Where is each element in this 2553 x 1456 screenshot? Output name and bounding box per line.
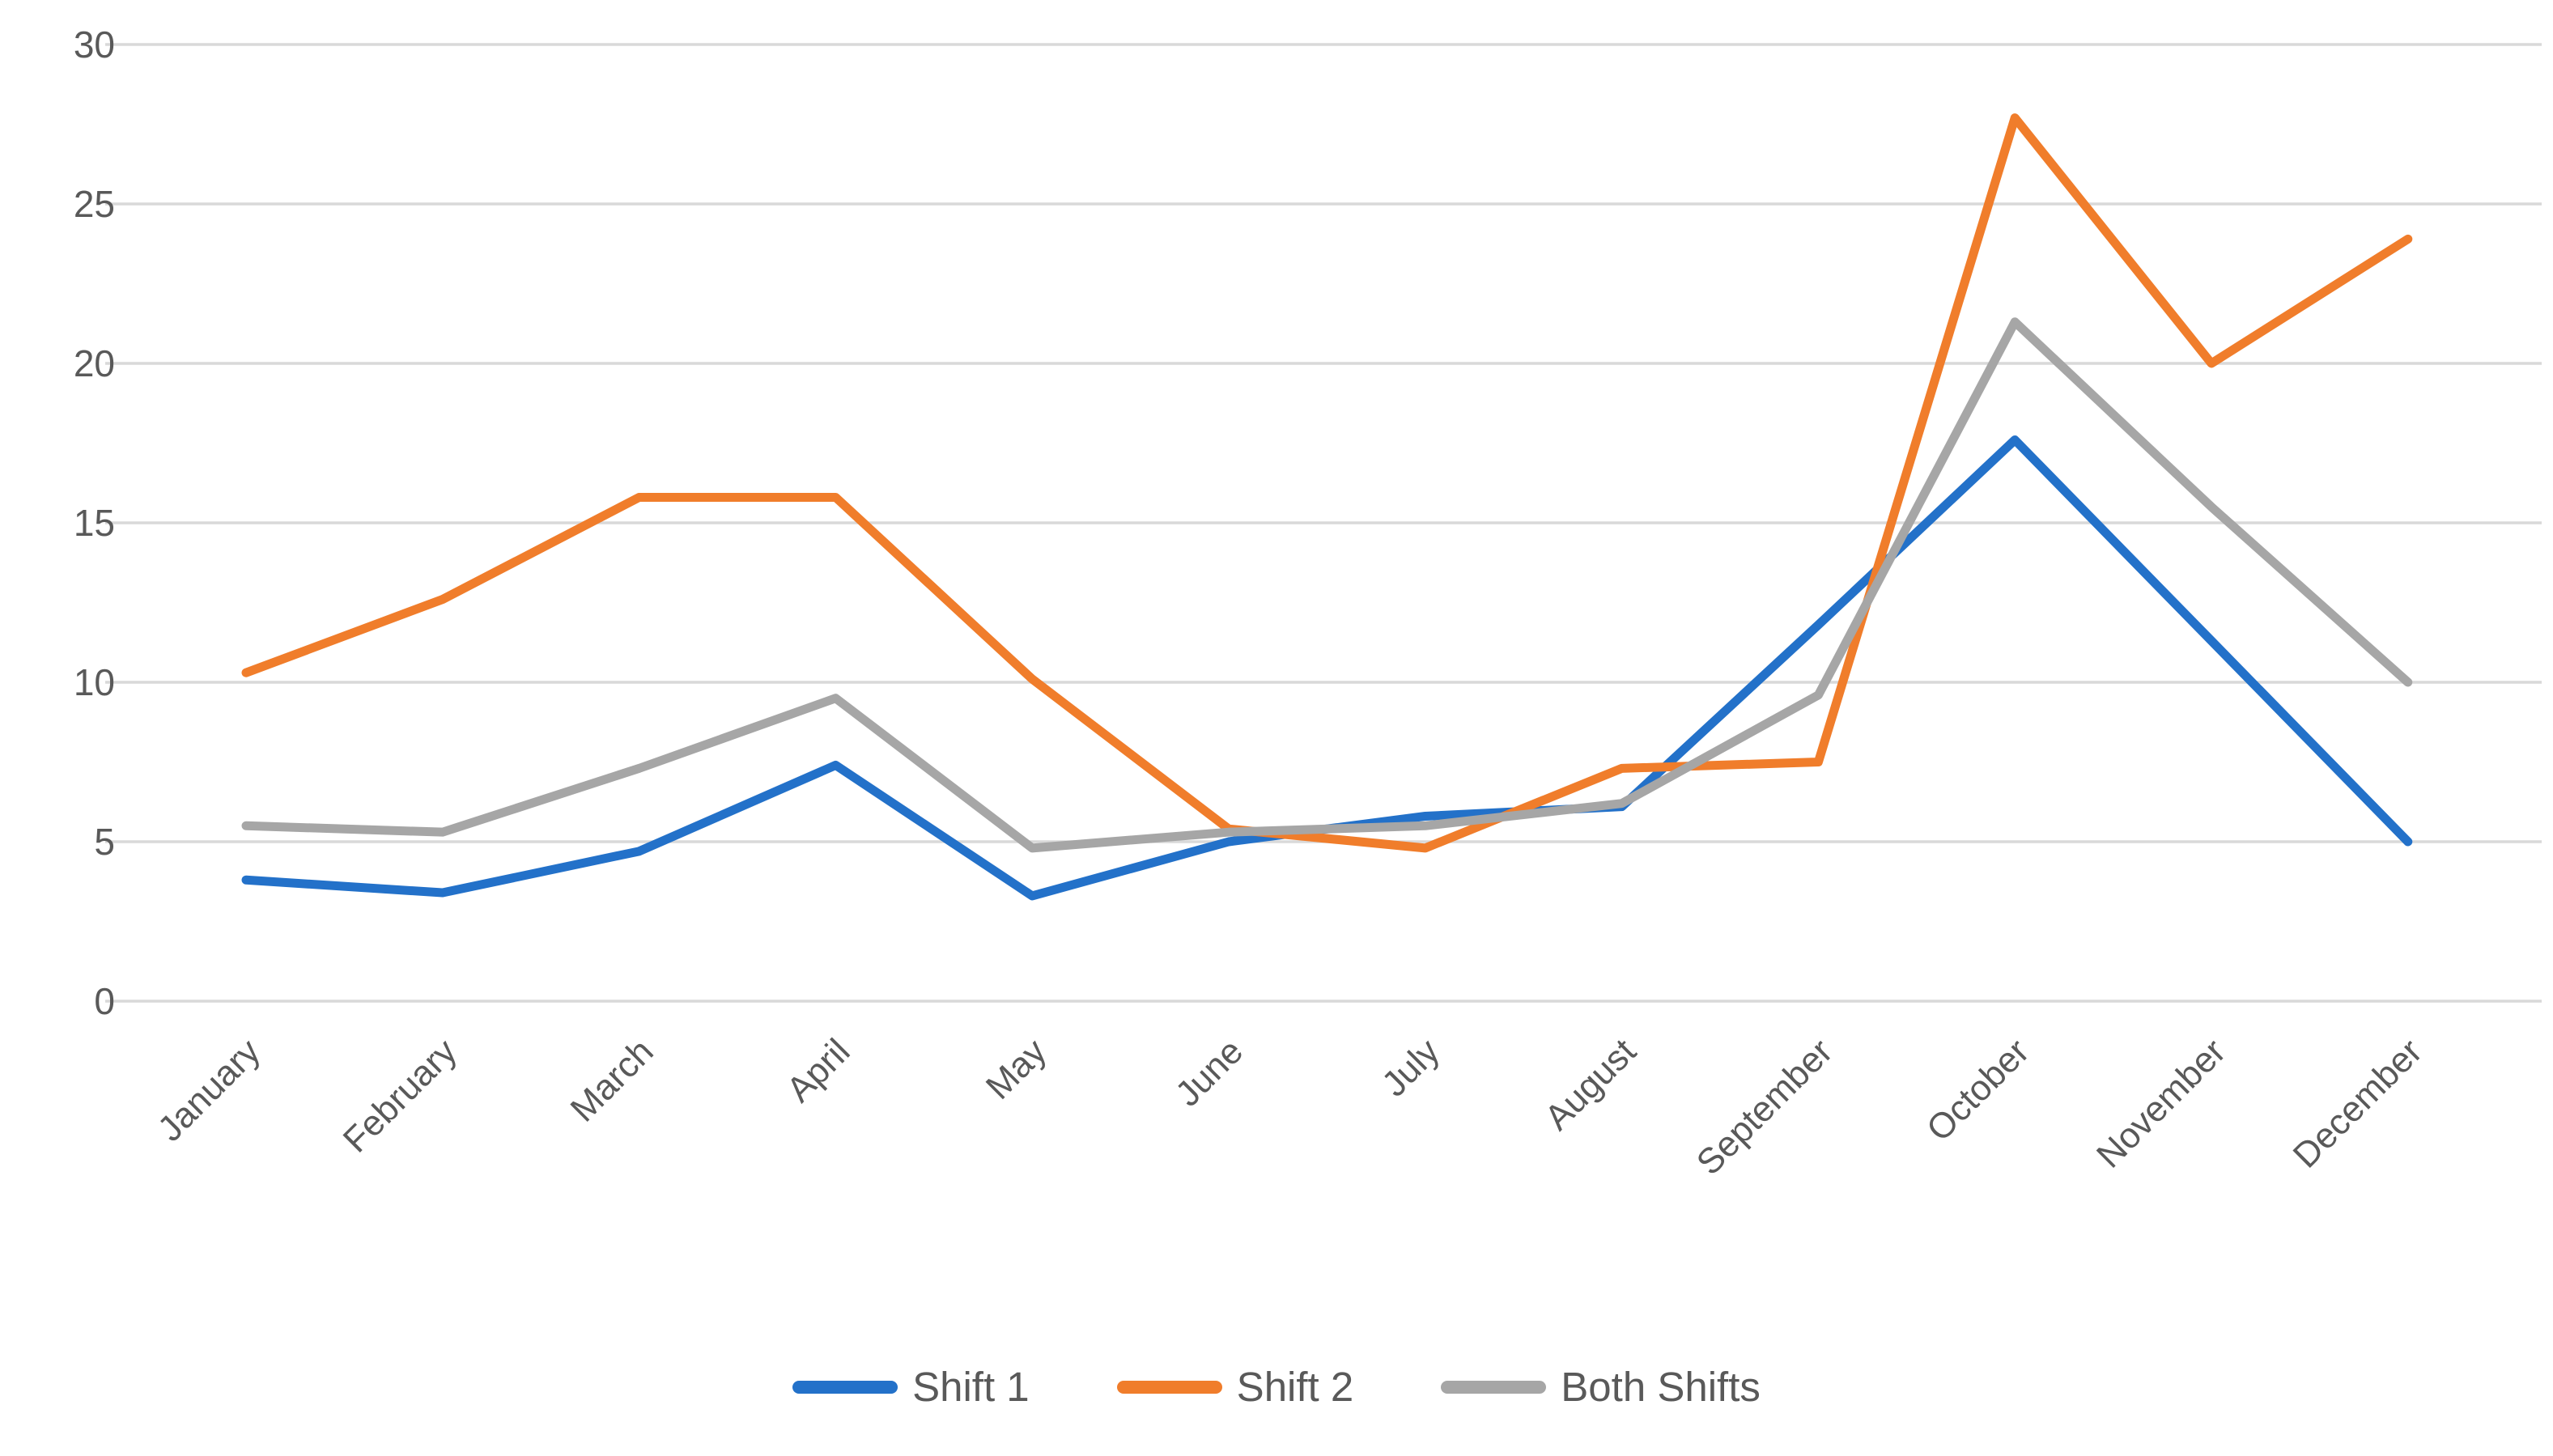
series-lines-group	[241, 113, 2413, 901]
x-axis-tick-label: March	[563, 1031, 661, 1129]
x-axis-tick-label: February	[336, 1031, 465, 1160]
x-axis-tick-labels: January February March April May June July Augu…	[151, 1031, 2430, 1182]
gridlines-group	[105, 43, 2542, 1003]
y-axis-tick-labels: 0 5 10 15 20 25 30	[74, 23, 115, 1022]
series-line-shift-2	[241, 113, 2413, 853]
legend-label: Both Shifts	[1561, 1364, 1761, 1410]
x-axis-tick-label: November	[2089, 1031, 2233, 1175]
legend-item-shift-2: Shift 2	[1116, 1364, 1354, 1410]
x-axis-tick-label: July	[1374, 1031, 1447, 1104]
y-axis-tick-label: 30	[74, 23, 115, 66]
y-axis-tick-label: 0	[94, 980, 115, 1022]
y-axis-tick-label: 15	[74, 502, 115, 544]
y-axis-tick-label: 10	[74, 661, 115, 703]
x-axis-tick-label: June	[1168, 1031, 1251, 1114]
legend-label: Shift 2	[1236, 1364, 1354, 1410]
x-axis-tick-label: December	[2286, 1031, 2430, 1175]
legend-item-both-shifts: Both Shifts	[1441, 1366, 1761, 1407]
legend-line-swatch	[1116, 1380, 1222, 1394]
y-axis-tick-label: 20	[74, 342, 115, 384]
x-axis-tick-label: April	[779, 1031, 858, 1110]
legend-item-shift-1: Shift 1	[792, 1366, 1030, 1407]
series-line-both-shifts	[241, 317, 2413, 853]
legend-line-swatch	[1441, 1380, 1547, 1394]
chart-legend: Shift 1 Shift 2 Both Shifts	[0, 1366, 2553, 1407]
y-axis-tick-label: 25	[74, 183, 115, 225]
x-axis-tick-label: October	[1919, 1031, 2037, 1148]
x-axis-tick-label: August	[1537, 1031, 1644, 1138]
x-axis-tick-label: September	[1689, 1031, 1841, 1182]
y-axis-tick-label: 5	[94, 821, 115, 863]
legend-line-swatch	[792, 1380, 898, 1394]
x-axis-tick-label: May	[979, 1031, 1054, 1106]
x-axis-tick-label: January	[151, 1031, 268, 1148]
legend-label: Shift 1	[912, 1364, 1030, 1410]
